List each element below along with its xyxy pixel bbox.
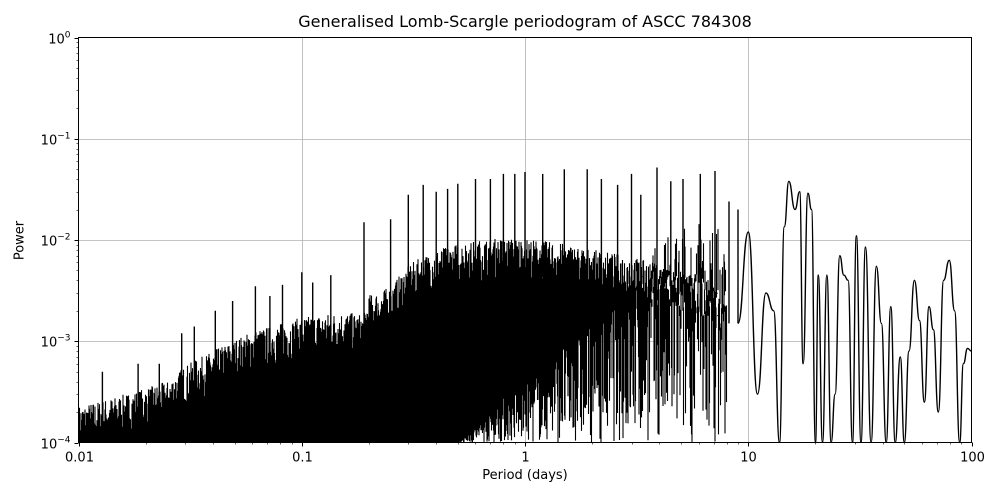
y-tick-label: 10−2 xyxy=(41,233,71,250)
y-axis-ticks: 10−4 10−3 10−2 10−1 100 xyxy=(41,31,79,453)
y-tick-label: 100 xyxy=(48,31,71,48)
x-tick-label: 10 xyxy=(740,451,757,466)
x-axis-label: Period (days) xyxy=(482,468,568,483)
x-tick-label: 0.01 xyxy=(65,451,94,466)
chart-title: Generalised Lomb-Scargle periodogram of … xyxy=(298,12,752,31)
y-tick-label: 10−1 xyxy=(41,132,71,149)
x-tick-label: 100 xyxy=(960,451,985,466)
x-tick-label: 0.1 xyxy=(292,451,313,466)
y-axis-label: Power xyxy=(12,220,28,261)
x-tick-label: 1 xyxy=(521,451,529,466)
y-tick-label: 10−4 xyxy=(41,436,71,453)
y-tick-label: 10−3 xyxy=(41,334,71,351)
x-axis-ticks: 0.01 0.1 1 10 100 xyxy=(65,442,985,466)
periodogram-series xyxy=(78,167,972,443)
